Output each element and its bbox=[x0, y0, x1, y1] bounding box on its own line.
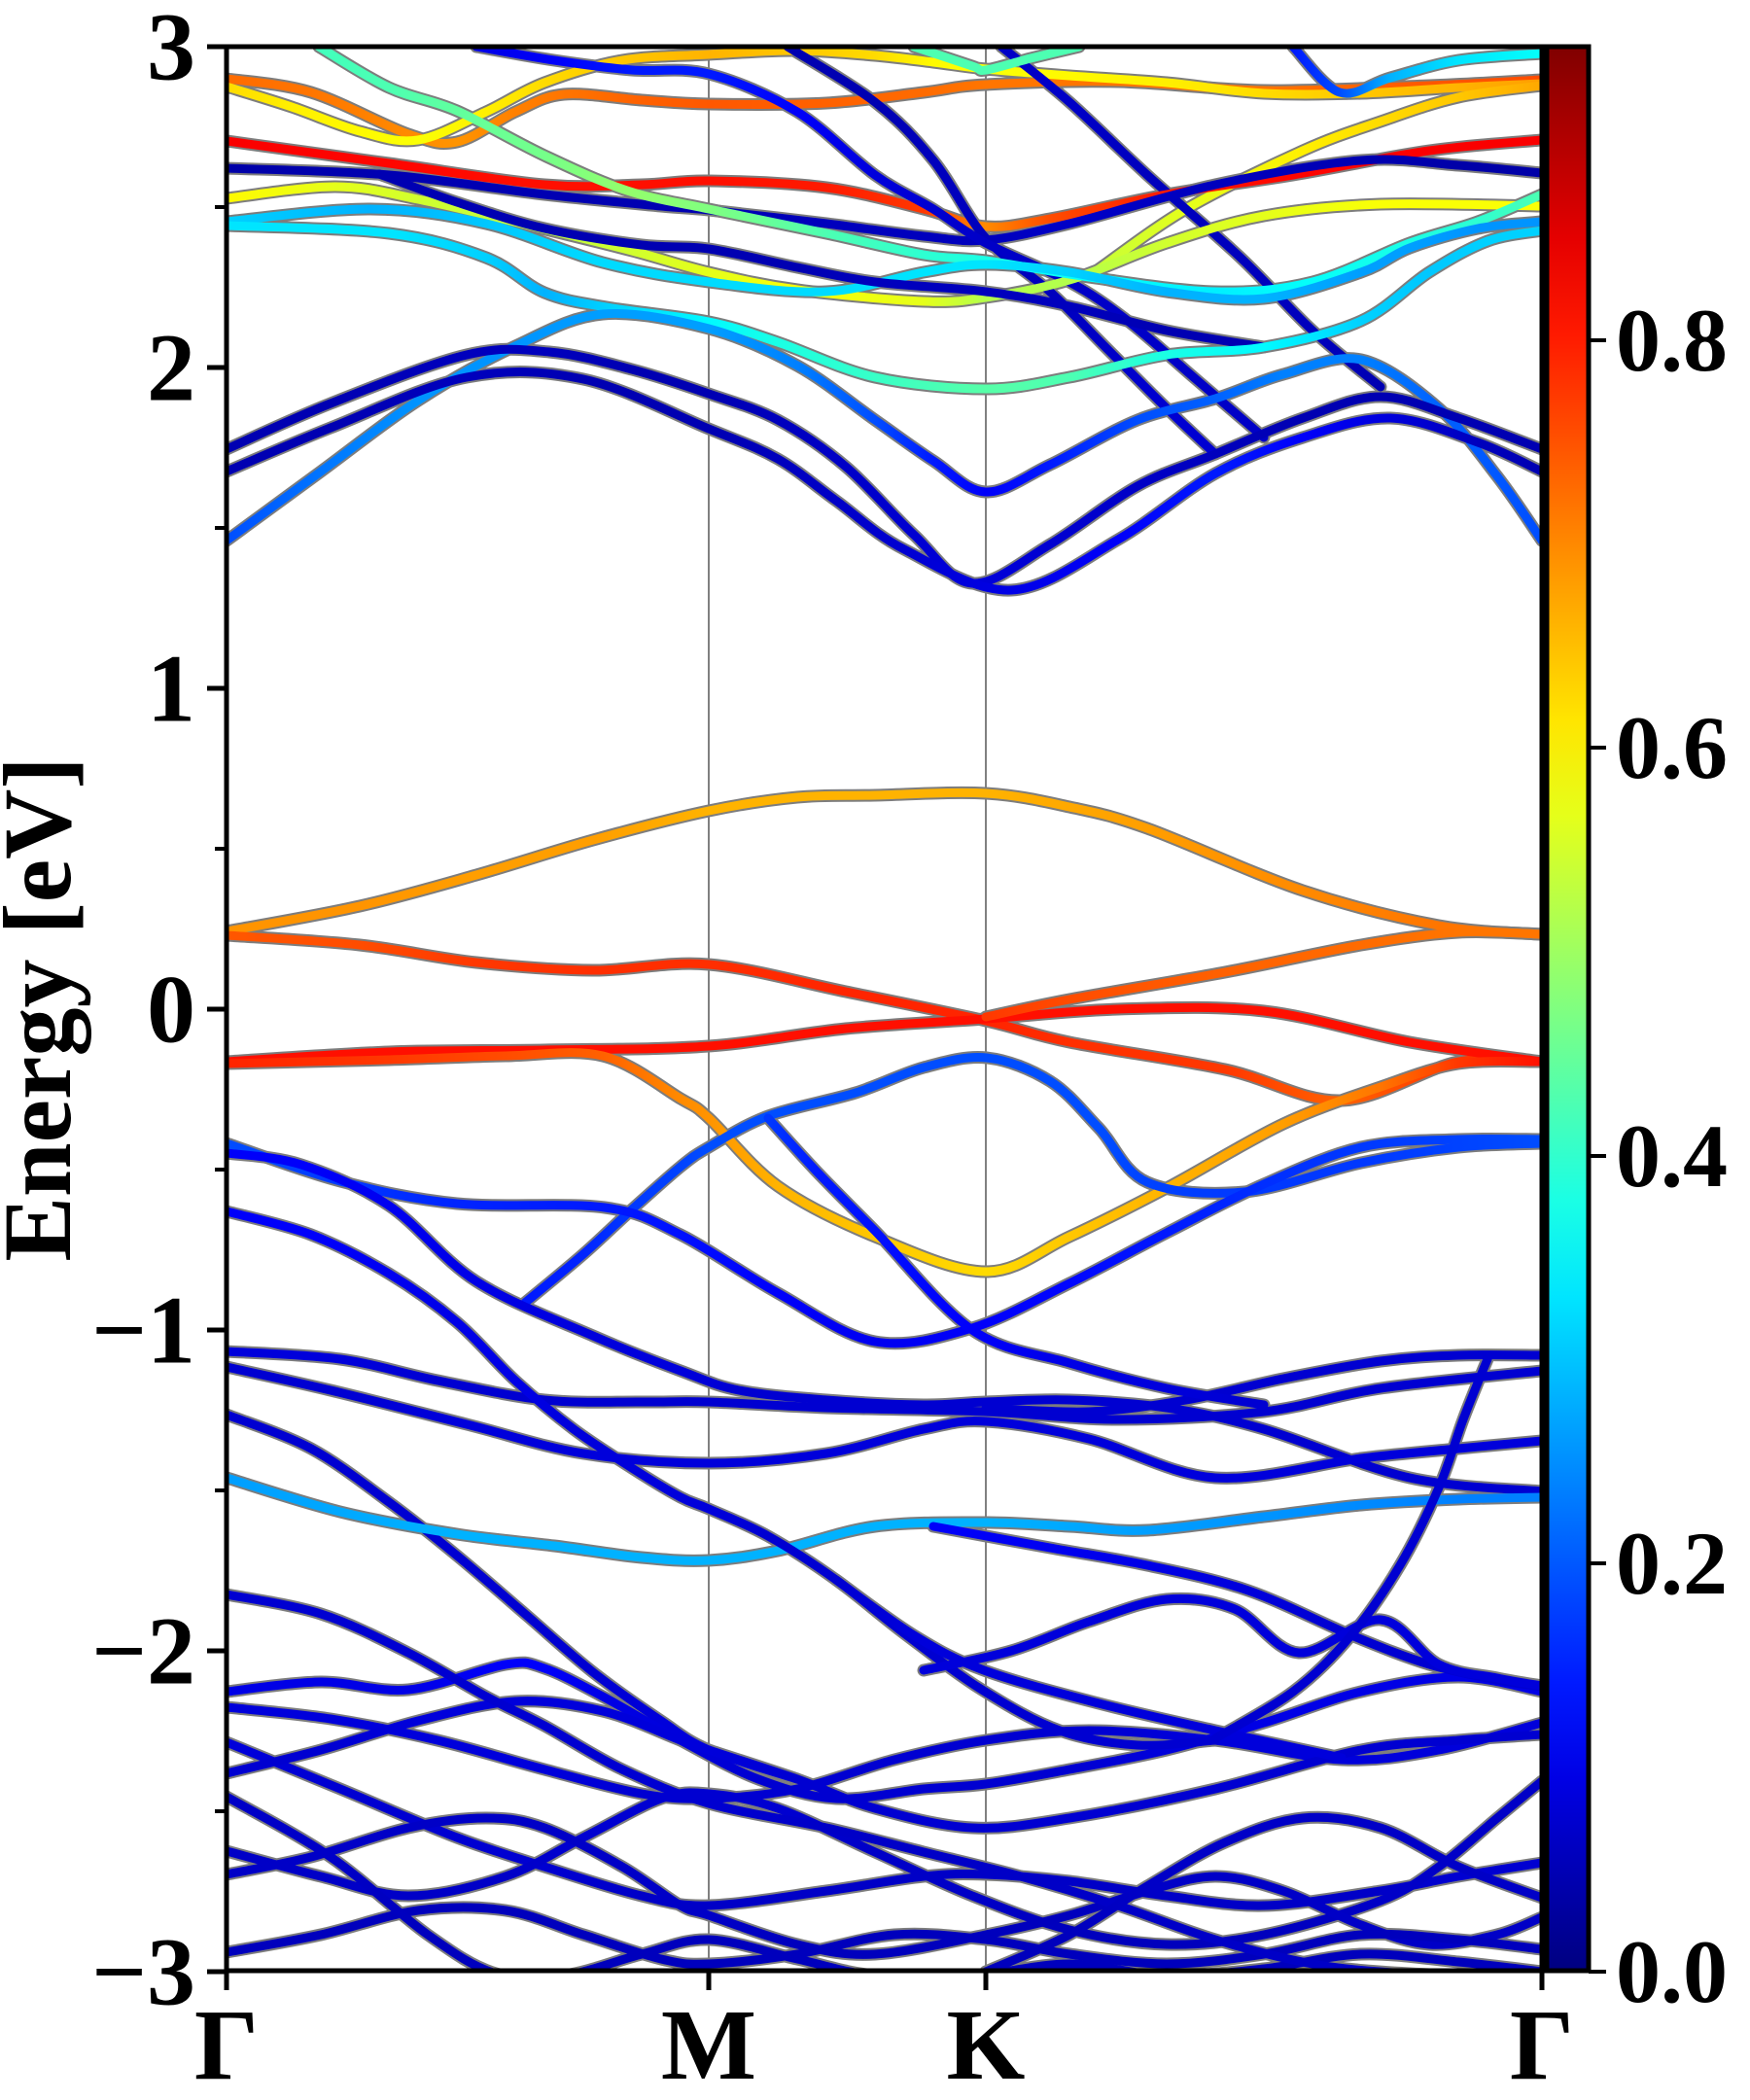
svg-text:0: 0 bbox=[147, 956, 195, 1064]
svg-text:Γ: Γ bbox=[194, 1989, 259, 2100]
svg-text:Energy [eV]: Energy [eV] bbox=[0, 756, 91, 1261]
svg-text:3: 3 bbox=[147, 0, 195, 101]
svg-text:K: K bbox=[947, 1989, 1026, 2100]
svg-text:1: 1 bbox=[147, 635, 195, 743]
svg-text:0.4: 0.4 bbox=[1616, 1106, 1728, 1206]
svg-text:2: 2 bbox=[147, 314, 195, 422]
svg-text:Γ: Γ bbox=[1510, 1989, 1574, 2100]
svg-text:M: M bbox=[661, 1989, 756, 2100]
svg-text:0.8: 0.8 bbox=[1616, 291, 1728, 390]
svg-text:0.0: 0.0 bbox=[1616, 1922, 1728, 2021]
svg-text:−2: −2 bbox=[91, 1597, 195, 1705]
svg-text:−3: −3 bbox=[91, 1918, 195, 2026]
svg-text:0.2: 0.2 bbox=[1616, 1514, 1728, 1613]
svg-text:−1: −1 bbox=[91, 1277, 195, 1384]
svg-text:0.6: 0.6 bbox=[1616, 698, 1728, 797]
